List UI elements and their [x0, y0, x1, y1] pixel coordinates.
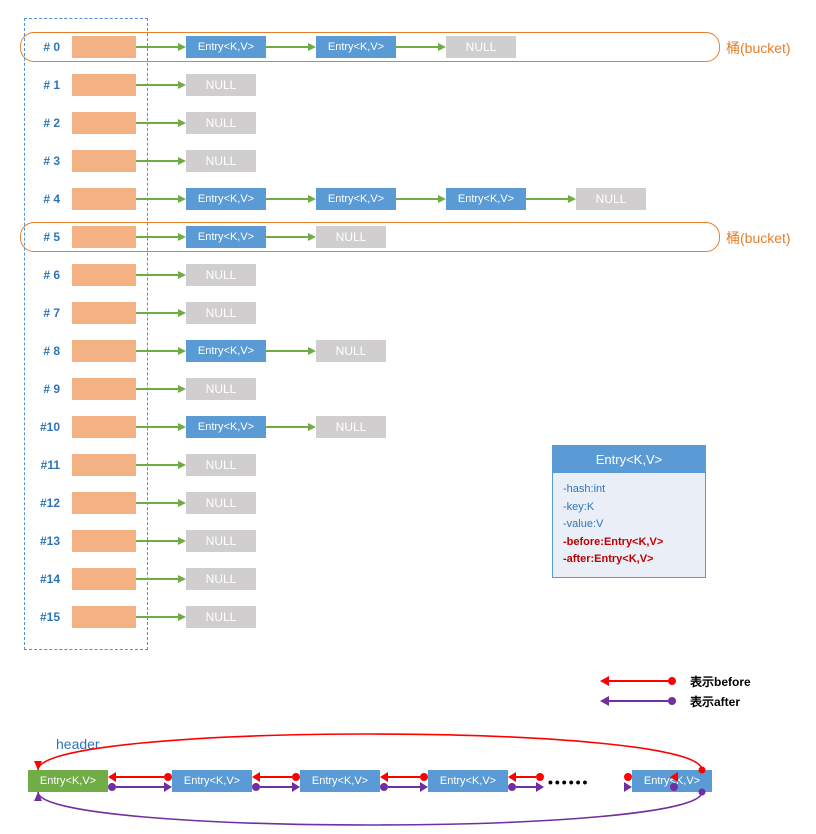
- bucket-slot: [72, 340, 136, 362]
- bucket-index: #14: [32, 572, 60, 586]
- legend-before: 表示before: [690, 673, 751, 690]
- null-node: NULL: [316, 340, 386, 362]
- class-field: -value:V: [563, 516, 695, 534]
- bucket-index: #15: [32, 610, 60, 624]
- bucket-index: # 7: [32, 306, 60, 320]
- bucket-slot: [72, 150, 136, 172]
- null-node: NULL: [186, 302, 256, 324]
- bucket-slot: [72, 530, 136, 552]
- bucket-slot: [72, 492, 136, 514]
- bucket-slot: [72, 606, 136, 628]
- entry-node: Entry<K,V>: [186, 188, 266, 210]
- bucket-index: #11: [32, 458, 60, 472]
- header-label: header: [56, 736, 100, 752]
- bucket-index: # 1: [32, 78, 60, 92]
- bucket-index: # 4: [32, 192, 60, 206]
- class-field: -hash:int: [563, 481, 695, 499]
- linked-entry-node: Entry<K,V>: [300, 770, 380, 792]
- bucket-slot: [72, 188, 136, 210]
- null-node: NULL: [186, 74, 256, 96]
- null-node: NULL: [186, 378, 256, 400]
- bucket-index: # 6: [32, 268, 60, 282]
- null-node: NULL: [186, 264, 256, 286]
- null-node: NULL: [186, 112, 256, 134]
- null-node: NULL: [316, 416, 386, 438]
- null-node: NULL: [186, 606, 256, 628]
- bucket-slot: [72, 226, 136, 248]
- ellipsis: ••••••: [548, 774, 589, 790]
- class-title: Entry<K,V>: [553, 446, 705, 473]
- entry-node: Entry<K,V>: [446, 188, 526, 210]
- bucket-index: # 0: [32, 40, 60, 54]
- bucket-index: # 9: [32, 382, 60, 396]
- legend-after: 表示after: [690, 693, 740, 710]
- bucket-index: # 8: [32, 344, 60, 358]
- class-body: -hash:int-key:K-value:V-before:Entry<K,V…: [553, 473, 705, 577]
- null-node: NULL: [576, 188, 646, 210]
- null-node: NULL: [186, 492, 256, 514]
- linked-entry-node: Entry<K,V>: [428, 770, 508, 792]
- entry-node: Entry<K,V>: [186, 340, 266, 362]
- bucket-slot: [72, 454, 136, 476]
- bucket-label: 桶(bucket): [726, 38, 791, 58]
- null-node: NULL: [316, 226, 386, 248]
- bucket-slot: [72, 302, 136, 324]
- entry-node: Entry<K,V>: [316, 36, 396, 58]
- class-field: -after:Entry<K,V>: [563, 551, 695, 569]
- bucket-slot: [72, 378, 136, 400]
- bucket-label: 桶(bucket): [726, 228, 791, 248]
- linked-entry-node: Entry<K,V>: [172, 770, 252, 792]
- entry-node: Entry<K,V>: [186, 226, 266, 248]
- bucket-index: #13: [32, 534, 60, 548]
- class-field: -key:K: [563, 499, 695, 517]
- null-node: NULL: [186, 150, 256, 172]
- entry-class-box: Entry<K,V>-hash:int-key:K-value:V-before…: [552, 445, 706, 578]
- null-node: NULL: [446, 36, 516, 58]
- bucket-slot: [72, 36, 136, 58]
- class-field: -before:Entry<K,V>: [563, 534, 695, 552]
- bucket-slot: [72, 74, 136, 96]
- entry-node: Entry<K,V>: [316, 188, 396, 210]
- entry-node: Entry<K,V>: [186, 36, 266, 58]
- bucket-index: # 2: [32, 116, 60, 130]
- linked-header-node: Entry<K,V>: [28, 770, 108, 792]
- bucket-slot: [72, 416, 136, 438]
- bucket-index: # 3: [32, 154, 60, 168]
- bucket-index: #12: [32, 496, 60, 510]
- bucket-index: #10: [32, 420, 60, 434]
- bucket-index: # 5: [32, 230, 60, 244]
- bucket-slot: [72, 264, 136, 286]
- null-node: NULL: [186, 568, 256, 590]
- entry-node: Entry<K,V>: [186, 416, 266, 438]
- null-node: NULL: [186, 530, 256, 552]
- bucket-slot: [72, 568, 136, 590]
- bucket-slot: [72, 112, 136, 134]
- null-node: NULL: [186, 454, 256, 476]
